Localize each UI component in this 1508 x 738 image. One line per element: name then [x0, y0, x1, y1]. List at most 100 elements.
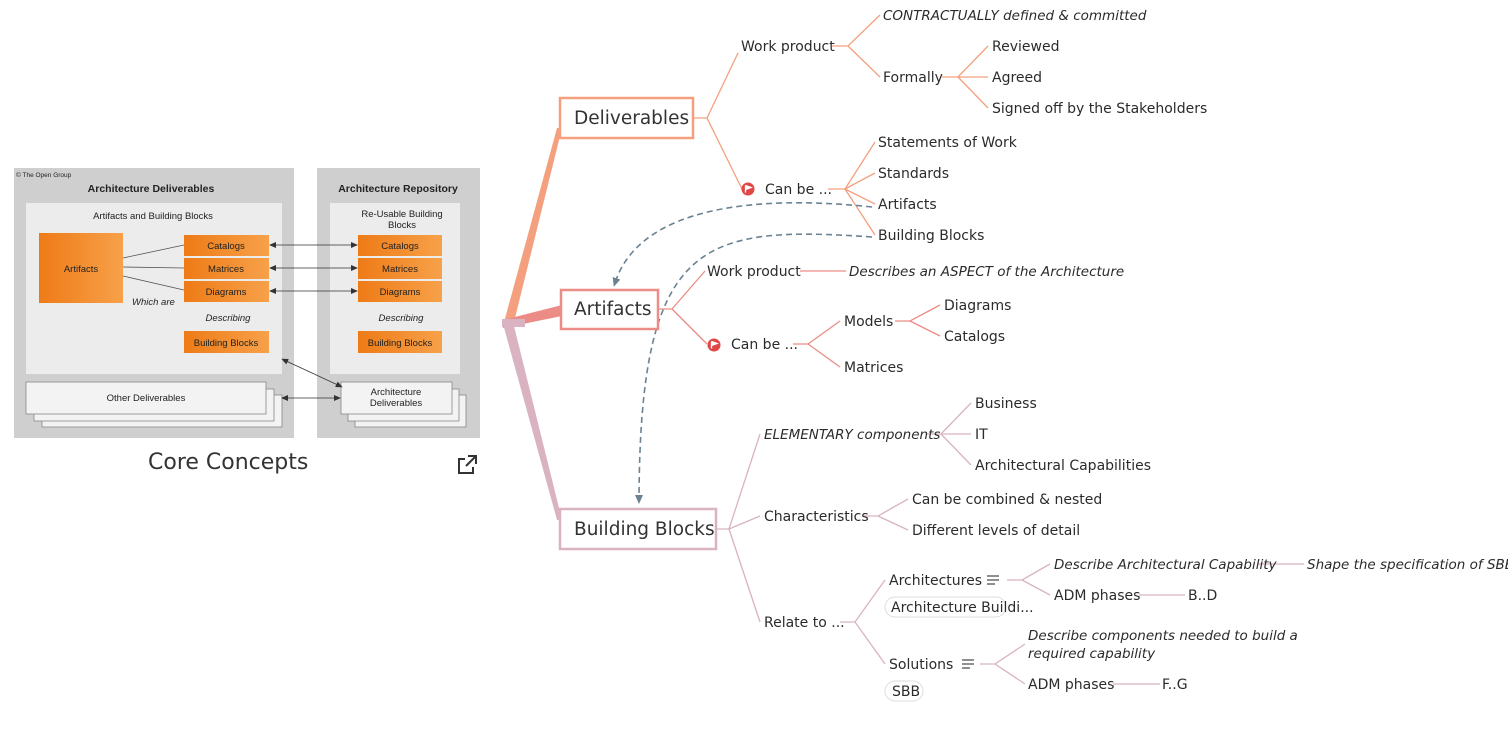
root-hub [502, 319, 525, 327]
artifacts-lines [659, 270, 941, 368]
artifacts-work-product[interactable]: Work product [707, 264, 801, 280]
relate-to[interactable]: Relate to ... [764, 615, 845, 631]
contractually-defined[interactable]: CONTRACTUALLY defined & committed [883, 8, 1147, 24]
notes-icon[interactable] [987, 575, 999, 585]
deliverables-branch: Deliverables Work product CONTRACTUALLY … [558, 8, 1207, 244]
root-to-building-blocks [503, 322, 562, 520]
sbb-tag[interactable] [884, 680, 924, 702]
elementary-components[interactable]: ELEMENTARY components [764, 427, 940, 443]
artifacts-relationship [612, 201, 873, 287]
right-panel-title: Architecture Repository [338, 183, 458, 195]
artifacts-diagrams[interactable]: Diagrams [944, 298, 1011, 314]
external-link-icon[interactable] [455, 453, 479, 477]
business[interactable]: Business [975, 396, 1037, 412]
which-are-label: Which are [132, 297, 175, 308]
building-blocks-branch: Building Blocks ELEMENTARY components Bu… [558, 396, 1508, 702]
artifacts-catalogs[interactable]: Catalogs [944, 329, 1005, 345]
standards[interactable]: Standards [878, 166, 949, 182]
agreed[interactable]: Agreed [992, 70, 1042, 86]
cross-links [612, 201, 873, 504]
f-g-phases[interactable]: F..G [1162, 677, 1188, 693]
describe-components-line-1[interactable]: Describe components needed to build a [1028, 628, 1298, 644]
left-panel-title: Architecture Deliverables [88, 183, 215, 195]
describes-aspect[interactable]: Describes an ASPECT of the Architecture [849, 264, 1124, 280]
adm-phases-architectures[interactable]: ADM phases [1054, 588, 1140, 604]
describing-left-label: Describing [206, 313, 252, 324]
artifacts-can-be[interactable]: Can be ... [731, 337, 798, 353]
characteristics[interactable]: Characteristics [764, 509, 869, 525]
copyright-text: © The Open Group [16, 171, 72, 179]
artifacts-node[interactable] [559, 288, 660, 331]
shape-specification[interactable]: Shape the specification of SBBs [1307, 557, 1508, 573]
artifacts-diagrams-line [122, 275, 185, 291]
artifacts-label: Artifacts [574, 299, 652, 320]
artifacts-box-label: Artifacts [64, 264, 99, 275]
other-deliverables-label: Other Deliverables [107, 393, 186, 404]
solutions[interactable]: Solutions [889, 657, 953, 673]
deliverables-lines [694, 14, 989, 236]
core-concepts-image[interactable]: © The Open Group Architecture Deliverabl… [14, 168, 480, 438]
arch-deliverables-label-1: Architecture [371, 387, 422, 398]
building-blocks-lines [716, 402, 1304, 685]
describe-arch-capability[interactable]: Describe Architectural Capability [1054, 557, 1278, 573]
repo-diagrams-box [358, 281, 442, 302]
inner-right-title-1: Re-Usable Building [361, 209, 442, 220]
combined-nested[interactable]: Can be combined & nested [912, 492, 1102, 508]
artifacts-box [39, 233, 123, 303]
deliverables-node[interactable] [558, 96, 695, 140]
artifacts-branch: Artifacts Work product Describes an ASPE… [559, 264, 1124, 376]
arch-deliverables-label-2: Deliverables [370, 398, 423, 409]
flag-icon [741, 182, 755, 196]
arch-deliverables-box [340, 381, 453, 415]
formally[interactable]: Formally [883, 70, 943, 86]
building-blocks-label: Building Blocks [574, 519, 715, 540]
building-blocks-relationship [635, 233, 873, 504]
repo-catalogs-box [358, 235, 442, 256]
diagrams-box [184, 281, 269, 302]
inner-right-title-2: Blocks [388, 220, 416, 231]
b-d-phases[interactable]: B..D [1188, 588, 1217, 604]
sbb-tag-label: SBB [892, 684, 920, 700]
artifacts-catalogs-line [122, 244, 185, 259]
building-blocks-box-label: Building Blocks [194, 338, 259, 349]
it[interactable]: IT [975, 427, 988, 443]
adm-phases-solutions[interactable]: ADM phases [1028, 677, 1114, 693]
repo-matrices-box [358, 258, 442, 279]
matrices-box-label: Matrices [208, 264, 244, 275]
other-deliverables-box [25, 381, 267, 415]
building-blocks-node[interactable] [558, 507, 718, 551]
artifacts-matrices[interactable]: Matrices [844, 360, 903, 376]
repo-matrices-label: Matrices [382, 264, 418, 275]
repository-arrow [281, 358, 343, 388]
root-to-deliverables [503, 128, 562, 326]
architecture-tag[interactable] [884, 596, 1007, 618]
root-connectors [502, 128, 562, 520]
repo-building-blocks-label: Building Blocks [368, 338, 433, 349]
building-blocks-box [184, 331, 269, 353]
architectural-capabilities[interactable]: Architectural Capabilities [975, 458, 1151, 474]
describe-components-line-2[interactable]: required capability [1028, 646, 1156, 662]
architecture-tag-label: Architecture Buildi... [891, 600, 1034, 616]
catalogs-box [184, 235, 269, 256]
deliverables-label: Deliverables [574, 108, 689, 129]
signed-off[interactable]: Signed off by the Stakeholders [992, 101, 1207, 117]
image-caption: Core Concepts [148, 450, 309, 475]
deliverables-building-blocks[interactable]: Building Blocks [878, 228, 984, 244]
statements-of-work[interactable]: Statements of Work [878, 135, 1018, 151]
repo-catalogs-label: Catalogs [381, 241, 419, 252]
inner-left-title: Artifacts and Building Blocks [93, 211, 213, 222]
matrices-box [184, 258, 269, 279]
deliverables-can-be[interactable]: Can be ... [765, 182, 832, 198]
architectures[interactable]: Architectures [889, 573, 982, 589]
deliverables-work-product[interactable]: Work product [741, 39, 835, 55]
levels-of-detail[interactable]: Different levels of detail [912, 523, 1080, 539]
repo-diagrams-label: Diagrams [380, 287, 421, 298]
notes-icon[interactable] [962, 659, 974, 669]
reviewed[interactable]: Reviewed [992, 39, 1059, 55]
artifacts-matrices-line [122, 266, 185, 269]
models[interactable]: Models [844, 314, 893, 330]
diagrams-box-label: Diagrams [206, 287, 247, 298]
deliverables-artifacts[interactable]: Artifacts [878, 197, 937, 213]
repo-building-blocks-box [358, 331, 442, 353]
